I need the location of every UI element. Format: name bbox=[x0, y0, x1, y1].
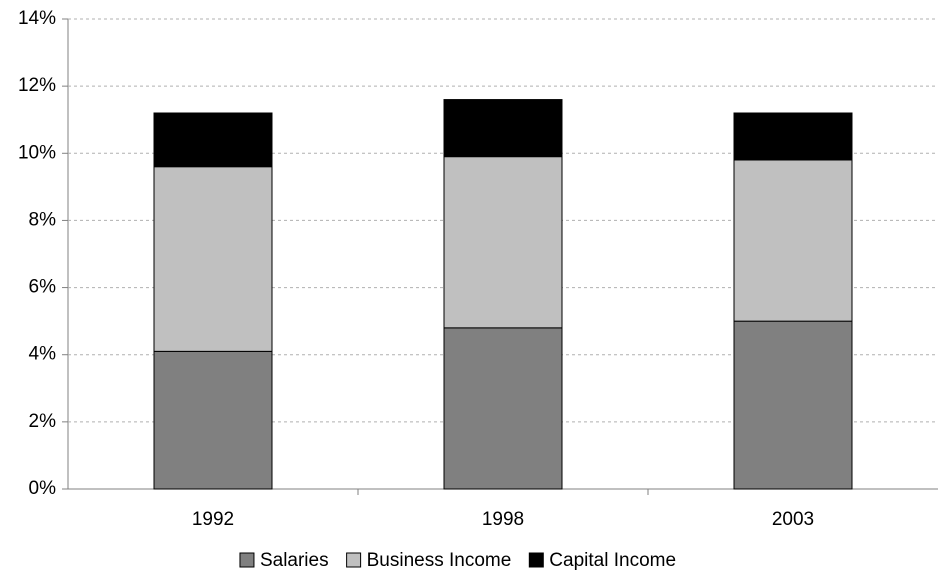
y-tick-label: 12% bbox=[18, 75, 56, 96]
x-tick-label: 1992 bbox=[192, 509, 234, 530]
y-tick-label: 0% bbox=[29, 478, 57, 499]
legend-swatch bbox=[528, 552, 544, 568]
bar-segment bbox=[733, 320, 853, 490]
bar-segment bbox=[153, 112, 273, 168]
bar-segment bbox=[153, 350, 273, 490]
y-tick-label: 6% bbox=[29, 277, 57, 298]
x-tick-label: 1998 bbox=[482, 509, 524, 530]
legend-swatch bbox=[346, 552, 362, 568]
y-tick-label: 14% bbox=[18, 8, 56, 29]
bar-segment bbox=[443, 156, 563, 329]
y-tick-label: 10% bbox=[18, 142, 56, 163]
y-tick-label: 8% bbox=[29, 209, 57, 230]
bar-segment bbox=[733, 112, 853, 161]
bar-segment bbox=[153, 166, 273, 352]
y-tick-label: 4% bbox=[29, 344, 57, 365]
legend-label: Business Income bbox=[367, 550, 512, 571]
legend-label: Salaries bbox=[260, 550, 329, 571]
x-tick-label: 2003 bbox=[772, 509, 814, 530]
y-tick-label: 2% bbox=[29, 411, 57, 432]
bar-segment bbox=[443, 327, 563, 490]
legend-label: Capital Income bbox=[549, 550, 676, 571]
bar-segment bbox=[443, 99, 563, 158]
legend-swatch bbox=[239, 552, 255, 568]
bar-segment bbox=[733, 159, 853, 322]
